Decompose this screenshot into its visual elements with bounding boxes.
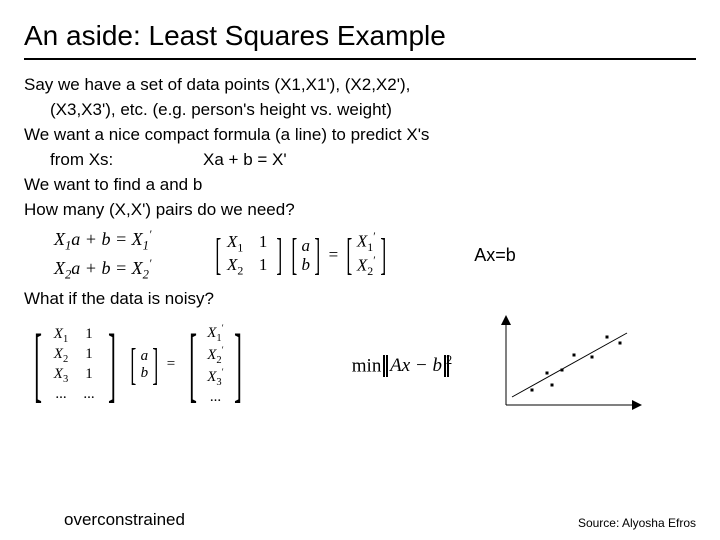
eq-line-2: X2a + b = X2′ <box>54 257 151 283</box>
eq-line-1: X1a + b = X1′ <box>54 228 151 254</box>
bottom-row: [ X11 X21 X31 ...... ] [ a b ] = [ X1′ X… <box>24 315 696 415</box>
equation-row-1: X1a + b = X1′ X2a + b = X2′ [ X11 X21 ] … <box>54 228 696 283</box>
slide-title: An aside: Least Squares Example <box>24 20 696 60</box>
para-1-line-1: Say we have a set of data points (X1,X1'… <box>24 74 696 97</box>
scalar-equations: X1a + b = X1′ X2a + b = X2′ <box>54 228 151 283</box>
para-3: We want to find a and b <box>24 174 696 197</box>
axb-label: Ax=b <box>474 245 516 266</box>
matrix-equation-tall: [ X11 X21 X31 ...... ] [ a b ] = [ X1′ X… <box>24 323 252 406</box>
matrix-equation-2x2: [ X11 X21 ] [ a b ] = [ X1′ X2′ ] <box>211 231 390 278</box>
para-1-line-2: (X3,X3'), etc. (e.g. person's height vs.… <box>24 99 696 122</box>
overconstrained-label: overconstrained <box>64 510 185 530</box>
scatter-plot <box>492 315 642 415</box>
source-credit: Source: Alyosha Efros <box>578 516 696 530</box>
body-content: Say we have a set of data points (X1,X1'… <box>24 74 696 222</box>
para-4: How many (X,X') pairs do we need? <box>24 199 696 222</box>
noisy-question: What if the data is noisy? <box>24 289 696 309</box>
para-2-line-1: We want a nice compact formula (a line) … <box>24 124 696 147</box>
footer: overconstrained Source: Alyosha Efros <box>24 510 696 530</box>
para-2-line-2: from Xs: Xa + b = X' <box>24 149 696 172</box>
min-expression: min Ax − b2 <box>352 353 452 377</box>
